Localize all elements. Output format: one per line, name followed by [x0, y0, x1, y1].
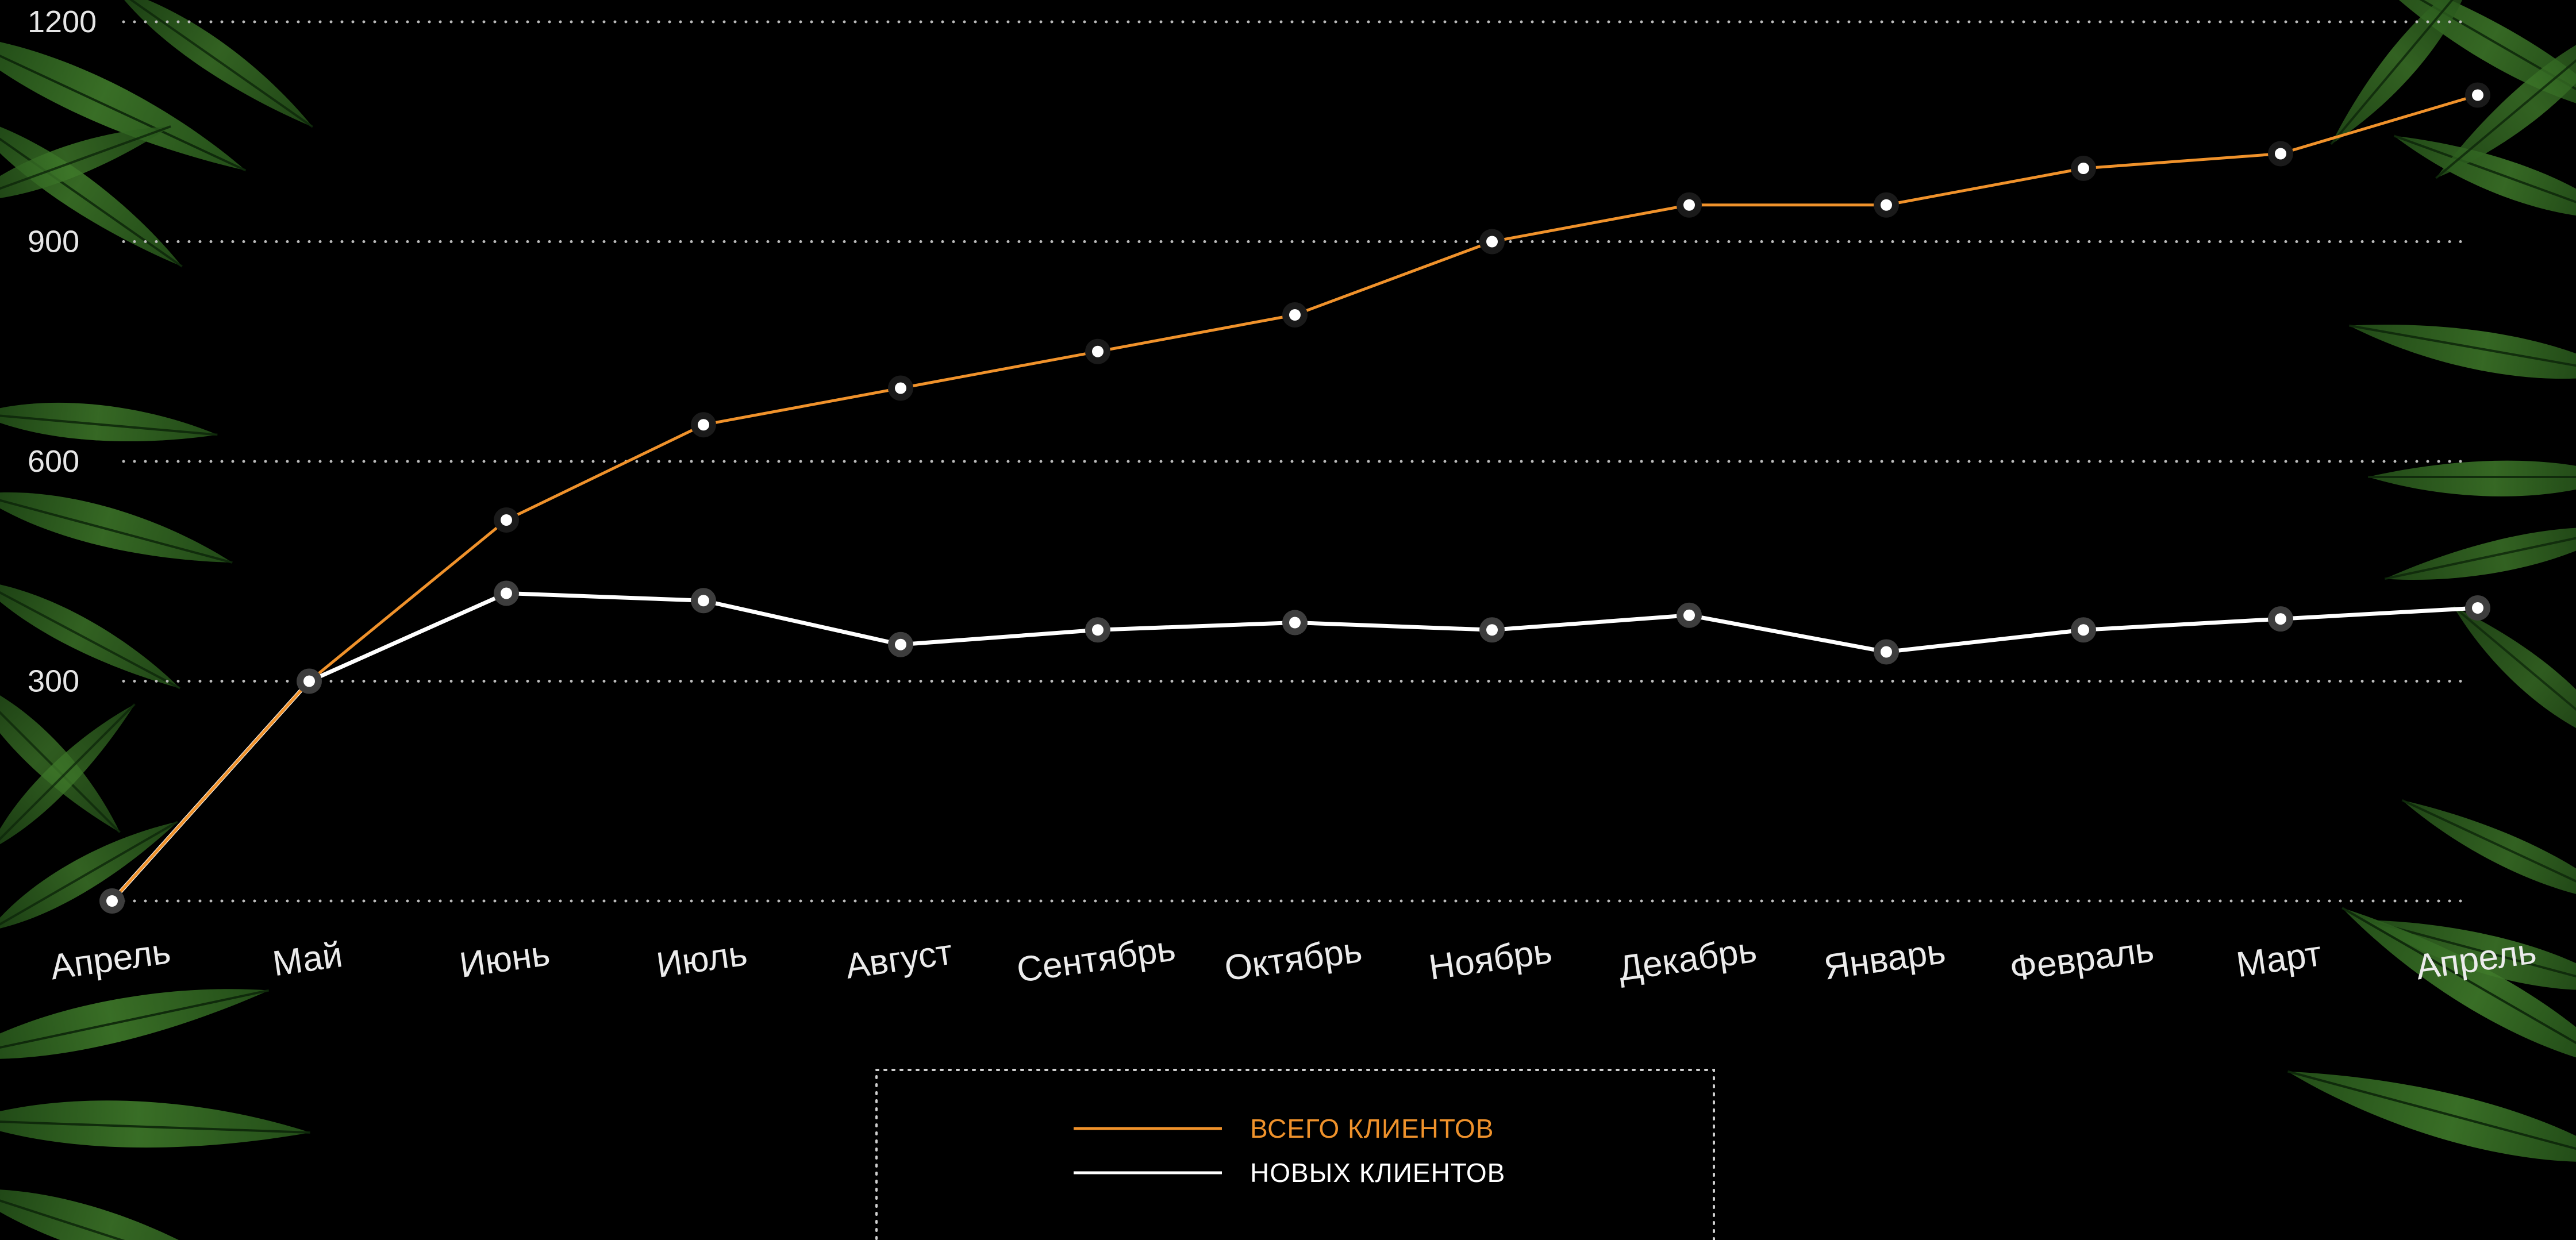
x-tick-label: Апрель — [48, 931, 173, 988]
series-line — [110, 591, 2478, 903]
leaf-shape — [0, 821, 179, 932]
legend-box — [875, 1069, 1715, 1240]
data-point — [1874, 192, 1899, 218]
data-point — [1282, 302, 1308, 328]
leaf-shape — [2384, 527, 2576, 580]
leaf-shape — [2368, 460, 2576, 496]
data-points — [99, 82, 2490, 914]
y-tick-label: 1200 — [28, 5, 97, 39]
leaf-shape — [2342, 907, 2576, 1070]
data-point — [888, 375, 913, 401]
data-point — [1085, 617, 1110, 643]
leaf-shape — [2365, 919, 2576, 991]
leaf-shape — [0, 989, 270, 1060]
leaf-shape — [0, 492, 233, 564]
data-point — [2268, 141, 2293, 167]
data-point — [1085, 338, 1110, 364]
data-point — [888, 631, 913, 657]
leaf-shape — [0, 677, 121, 834]
data-point — [2465, 82, 2490, 108]
leaf-shape — [2330, 0, 2473, 145]
x-axis-ticks: Апрель Май Июнь Июль Август Сентябрь Октябрь Но… — [48, 929, 2539, 990]
leaf-shape — [2393, 134, 2576, 219]
leaf-shape — [0, 579, 181, 690]
leaf-shape — [114, 0, 314, 128]
series-line — [111, 94, 2478, 902]
data-point — [1677, 602, 1702, 628]
x-tick-label: Июнь — [457, 934, 552, 985]
data-point — [2071, 156, 2096, 181]
data-point — [1282, 610, 1308, 636]
series-lines — [110, 94, 2478, 903]
leaf-shape — [2348, 324, 2576, 379]
data-point — [691, 588, 716, 614]
leaf-shape — [2287, 1070, 2576, 1162]
data-point — [2268, 606, 2293, 632]
x-tick-label: Ноябрь — [1427, 931, 1555, 988]
data-point — [494, 580, 519, 606]
x-tick-label: Октябрь — [1222, 930, 1364, 989]
y-axis-ticks: 1200 900 600 300 — [28, 5, 97, 699]
x-tick-label: Июль — [654, 934, 749, 985]
legend-label-total: ВСЕГО КЛИЕНТОВ — [1250, 1114, 1494, 1143]
y-tick-label: 600 — [28, 444, 79, 479]
leaf-shape — [0, 125, 171, 202]
data-point — [2465, 595, 2490, 621]
leaf-shape — [2452, 606, 2576, 748]
data-point — [1874, 639, 1899, 665]
data-point — [691, 412, 716, 438]
leaf-shape — [2401, 799, 2576, 903]
y-tick-label: 300 — [28, 664, 79, 699]
x-tick-label: Февраль — [2008, 930, 2156, 989]
x-tick-label: Январь — [1821, 931, 1948, 988]
x-tick-label: Март — [2234, 934, 2324, 985]
leaf-shape — [0, 402, 218, 442]
leaf-shape — [0, 33, 247, 172]
x-tick-label: Август — [843, 933, 955, 987]
data-point — [1677, 192, 1702, 218]
grid-lines — [122, 20, 2473, 903]
legend-label-new: НОВЫХ КЛИЕНТОВ — [1250, 1158, 1505, 1188]
data-point — [1479, 617, 1505, 643]
x-tick-label: Май — [270, 935, 345, 984]
data-point — [2071, 617, 2096, 643]
x-tick-label: Декабрь — [1616, 930, 1759, 989]
leaf-shape — [0, 703, 136, 852]
data-point — [1479, 229, 1505, 255]
legend: ВСЕГО КЛИЕНТОВ НОВЫХ КЛИЕНТОВ — [875, 1069, 1715, 1240]
x-tick-label: Сентябрь — [1014, 929, 1178, 990]
leaf-shape — [2435, 22, 2576, 179]
leaf-shape — [0, 1188, 251, 1240]
data-point — [297, 668, 322, 694]
leaf-shape — [0, 1100, 310, 1148]
data-point — [494, 507, 519, 533]
data-point — [99, 888, 125, 914]
y-tick-label: 900 — [28, 225, 79, 259]
